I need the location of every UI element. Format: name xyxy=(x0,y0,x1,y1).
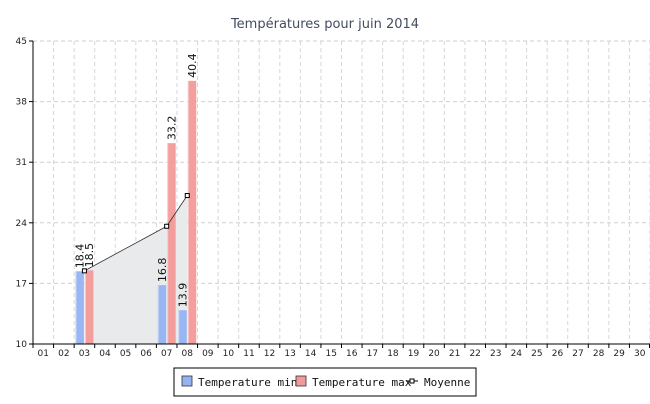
data-label-max: 33.2 xyxy=(165,116,178,141)
x-tick-label: 05 xyxy=(120,349,131,359)
x-tick-label: 21 xyxy=(449,349,460,359)
x-tick-label: 23 xyxy=(490,349,501,359)
data-label-max: 40.4 xyxy=(186,53,199,78)
legend-item-moyenne: Moyenne xyxy=(406,376,470,389)
legend-swatch xyxy=(181,375,193,387)
data-label-min: 18.4 xyxy=(74,244,87,269)
x-tick-label: 15 xyxy=(325,349,336,359)
legend-marker xyxy=(409,378,415,384)
x-tick-label: 09 xyxy=(202,349,214,359)
y-tick-label: 31 xyxy=(16,158,27,168)
bar-temperature-max xyxy=(167,143,176,344)
legend-label: Temperature max xyxy=(312,376,412,389)
legend-label: Moyenne xyxy=(424,376,470,389)
x-tick-label: 11 xyxy=(243,349,254,359)
x-tick-label: 10 xyxy=(223,349,235,359)
x-tick-label: 01 xyxy=(38,349,49,359)
x-tick-label: 22 xyxy=(469,349,480,359)
bar-temperature-min xyxy=(157,285,167,344)
y-tick-label: 17 xyxy=(16,279,27,289)
data-label-layer: 18.4 16.8 13.9 18.5 33.2 40.4 xyxy=(74,53,199,307)
bar-temperature-min xyxy=(178,310,187,344)
x-tick-label: 17 xyxy=(367,349,378,359)
legend-box xyxy=(173,367,477,397)
mean-point xyxy=(184,193,190,199)
bar-temperature-min xyxy=(75,271,84,344)
y-tick-label: 38 xyxy=(16,98,28,108)
bar-temperature-max xyxy=(187,80,197,344)
x-tick-label: 29 xyxy=(613,349,625,359)
mean-point xyxy=(164,223,170,229)
legend-item-temperature-max: Temperature max xyxy=(295,375,412,389)
x-tick-label: 30 xyxy=(634,349,646,359)
x-tick-label: 14 xyxy=(305,349,317,359)
mean-line-layer xyxy=(81,193,190,274)
x-tick-label: 28 xyxy=(593,349,605,359)
x-tick-label: 24 xyxy=(511,349,523,359)
legend-label: Temperature min xyxy=(198,376,297,389)
x-tick-label: 06 xyxy=(140,349,152,359)
x-tick-label: 04 xyxy=(99,349,111,359)
x-tick-label: 20 xyxy=(428,349,440,359)
x-tick-label: 03 xyxy=(79,349,90,359)
y-tick-label: 45 xyxy=(16,37,27,47)
legend-swatch xyxy=(295,375,307,387)
x-tick-label: 18 xyxy=(387,349,399,359)
x-tick-label: 26 xyxy=(552,349,564,359)
mean-point xyxy=(81,268,87,274)
y-tick-label: 10 xyxy=(16,340,28,350)
x-tick-label: 12 xyxy=(264,349,275,359)
grid-layer xyxy=(32,40,650,344)
data-label-min: 16.8 xyxy=(156,258,169,283)
data-label-min: 13.9 xyxy=(177,283,190,308)
x-tick-label: 19 xyxy=(408,349,420,359)
x-tick-label: 27 xyxy=(572,349,583,359)
axis-layer: 10 17 24 31 38 45 01 02 03 04 05 06 07 08 09 10 11 12 13 14… xyxy=(16,37,650,359)
chart-title: Températures pour juin 2014 xyxy=(230,17,419,32)
x-tick-label: 08 xyxy=(182,349,194,359)
legend-item-temperature-min: Temperature min xyxy=(181,375,297,389)
data-label-max: 18.5 xyxy=(83,243,96,268)
x-tick-label: 07 xyxy=(161,349,172,359)
bar-temperature-max xyxy=(84,270,94,344)
x-tick-label: 25 xyxy=(531,349,542,359)
x-tick-label: 13 xyxy=(284,349,295,359)
y-tick-label: 24 xyxy=(16,219,28,229)
legend: Temperature min Temperature max Moyenne xyxy=(173,367,477,397)
x-tick-label: 02 xyxy=(58,349,69,359)
bar-layer xyxy=(75,80,197,344)
x-tick-label: 16 xyxy=(346,349,358,359)
